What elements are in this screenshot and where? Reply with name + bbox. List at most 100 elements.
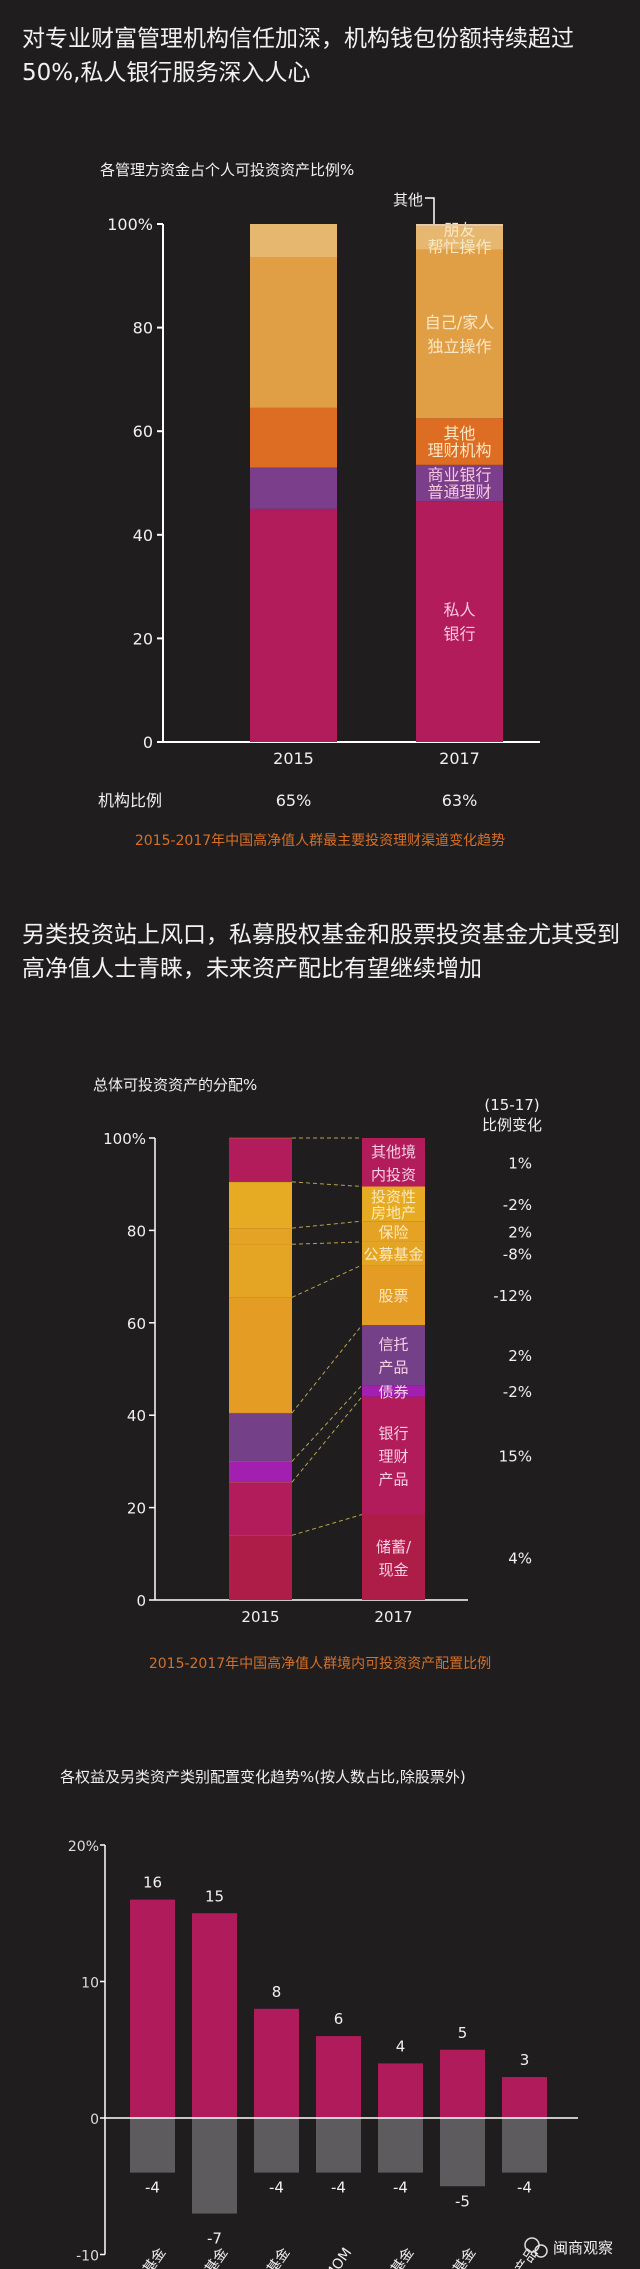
chart2-segment-label: 信托 bbox=[378, 1336, 408, 1354]
chart2-bar-segment bbox=[362, 1396, 425, 1515]
chart1-bar-segment bbox=[416, 501, 503, 742]
chart1-footer-value: 65% bbox=[276, 791, 312, 810]
chart1-footer-label: 机构比例 bbox=[98, 791, 162, 810]
chart2-title: 总体可投资资产的分配% bbox=[93, 1076, 257, 1094]
chart3-x-tick-label: 股票投资基金 bbox=[169, 2245, 231, 2269]
chart2-change-value: -2% bbox=[503, 1196, 532, 1214]
chart3-x-tick-label: 衍生品产品 bbox=[488, 2245, 541, 2269]
chart2-segment-label: 银行 bbox=[378, 1425, 408, 1443]
chart3-data-label: -5 bbox=[455, 2192, 470, 2210]
chart3-data-label: 3 bbox=[520, 2051, 530, 2069]
chart1-bar-segment bbox=[250, 257, 337, 408]
chart1-bar-segment bbox=[416, 249, 503, 419]
chart2-bar-segment bbox=[229, 1535, 292, 1600]
chart1-y-tick-label: 0 bbox=[143, 733, 153, 752]
chart2-segment-label: 保险 bbox=[378, 1224, 408, 1242]
chart3-bar-positive bbox=[130, 1899, 175, 2118]
chart1-bar-segment bbox=[250, 508, 337, 742]
chart3-bar-negative bbox=[130, 2118, 175, 2173]
chart2-connector-line bbox=[291, 1220, 363, 1229]
chart3-data-label: -4 bbox=[331, 2179, 346, 2197]
chart3-bar-positive bbox=[316, 2036, 361, 2118]
chart1-segment-label: 独立操作 bbox=[427, 337, 491, 356]
chart3-data-label: -4 bbox=[517, 2179, 532, 2197]
chart3-x-tick-label: 夹层投资基金 bbox=[355, 2245, 417, 2269]
chart2-change-header: 比例变化 bbox=[482, 1116, 542, 1134]
chart2-connector-line bbox=[291, 1384, 363, 1462]
chart3-y-tick-label: -10 bbox=[76, 2249, 99, 2265]
chart1-segment-label: 理财机构 bbox=[427, 441, 491, 460]
chart3-x-tick-label: FOF/MOM bbox=[304, 2245, 356, 2269]
chart1-y-tick-label: 40 bbox=[133, 526, 153, 545]
chart2-change-value: 15% bbox=[499, 1448, 532, 1466]
chart3-bar-positive bbox=[378, 2063, 423, 2118]
section1-heading: 对专业财富管理机构信任加深，机构钱包份额持续超过50%,私人银行服务深入人心 bbox=[22, 26, 574, 86]
chart2-change-value: 4% bbox=[508, 1549, 532, 1567]
chart2-change-value: 1% bbox=[508, 1154, 532, 1172]
chart1-bar-segment bbox=[250, 224, 337, 258]
chart2-connector-line bbox=[291, 1514, 363, 1536]
chart2-y-tick-label: 100% bbox=[103, 1130, 146, 1148]
chart2-segment-label: 其他境 bbox=[371, 1143, 416, 1161]
chart2-connector-line bbox=[291, 1241, 363, 1245]
section2-heading: 另类投资站上风口，私募股权基金和股票投资基金尤其受到高净值人士青睐，未来资产配比… bbox=[22, 922, 620, 982]
chart3-data-label: -4 bbox=[393, 2179, 408, 2197]
chart1-footer-value: 63% bbox=[442, 791, 478, 810]
chart2-bar-segment bbox=[362, 1385, 425, 1397]
chart2-connector-line bbox=[291, 1264, 363, 1298]
chart3-data-label: -4 bbox=[269, 2179, 284, 2197]
chart2-y-tick-label: 0 bbox=[136, 1592, 146, 1610]
chart2-segment-label: 房地产 bbox=[371, 1204, 416, 1222]
chart3-y-tick-label: 10 bbox=[81, 1976, 99, 1992]
chart3-data-label: -4 bbox=[145, 2179, 160, 2197]
chart2-change-value: 2% bbox=[508, 1347, 532, 1365]
chart2-y-tick-label: 60 bbox=[127, 1315, 146, 1333]
chart1-other-label: 其他 bbox=[393, 191, 423, 209]
chart3-bar-negative bbox=[316, 2118, 361, 2173]
chart3-bar-negative bbox=[440, 2118, 485, 2187]
chart2-bar-segment bbox=[362, 1514, 425, 1600]
chart2-change-value: -2% bbox=[503, 1383, 532, 1401]
chart1-y-tick-label: 60 bbox=[133, 422, 153, 441]
chart1-segment-label: 帮忙操作 bbox=[427, 238, 491, 257]
chart1-caption: 2015-2017年中国高净值人群最主要投资理财渠道变化趋势 bbox=[135, 832, 505, 849]
chart1-bar-segment bbox=[416, 418, 503, 465]
chart3-title: 各权益及另类资产类别配置变化趋势%(按人数占比,除股票外) bbox=[60, 1768, 466, 1786]
chart2-y-tick-label: 40 bbox=[127, 1407, 146, 1425]
chart2-segment-label: 内投资 bbox=[371, 1166, 416, 1184]
chart2-connector-line bbox=[291, 1396, 363, 1483]
chart1-bar-segment bbox=[416, 464, 503, 502]
chart2-change-value: -8% bbox=[503, 1246, 532, 1264]
chart2-segment-label: 投资性 bbox=[371, 1188, 416, 1206]
chart1-segment-label: 自己/家人 bbox=[425, 313, 494, 332]
chart2-segment-label: 储蓄/ bbox=[376, 1538, 412, 1556]
chart3-bar-positive bbox=[254, 2008, 299, 2118]
chart3-bar-negative bbox=[254, 2118, 299, 2173]
chart3-data-label: -7 bbox=[207, 2230, 222, 2248]
chart2-bar-segment bbox=[362, 1186, 425, 1222]
chart2-bar-segment bbox=[362, 1241, 425, 1266]
chart1-bar-segment bbox=[250, 407, 337, 468]
chart2-x-tick-label: 2015 bbox=[241, 1608, 279, 1626]
chart3-bar-positive bbox=[192, 1913, 237, 2118]
chart2-bar-segment bbox=[229, 1461, 292, 1483]
chart1-bar-segment bbox=[416, 226, 503, 250]
chart2-connector-line bbox=[291, 1324, 363, 1414]
chart2-bar-segment bbox=[362, 1138, 425, 1187]
chart2-bar-segment bbox=[229, 1228, 292, 1245]
chart2-bar-segment bbox=[229, 1181, 292, 1229]
chart3-y-tick-label: 0 bbox=[90, 2112, 99, 2128]
wechat-icon bbox=[534, 2244, 548, 2258]
chart1-bar-segment bbox=[250, 467, 337, 509]
chart2-bar-segment bbox=[362, 1325, 425, 1386]
chart2-bar-segment bbox=[362, 1265, 425, 1326]
chart3-data-label: 6 bbox=[334, 2010, 344, 2028]
chart3-bar-negative bbox=[192, 2118, 237, 2214]
chart2-segment-label: 股票 bbox=[378, 1287, 408, 1305]
chart2-segment-label: 产品 bbox=[378, 1471, 408, 1489]
chart2-change-header: (15-17) bbox=[484, 1096, 539, 1114]
chart2-segment-label: 理财 bbox=[378, 1448, 408, 1466]
chart1-other-leader-line bbox=[425, 197, 435, 224]
chart1-segment-label: 银行 bbox=[443, 625, 475, 644]
